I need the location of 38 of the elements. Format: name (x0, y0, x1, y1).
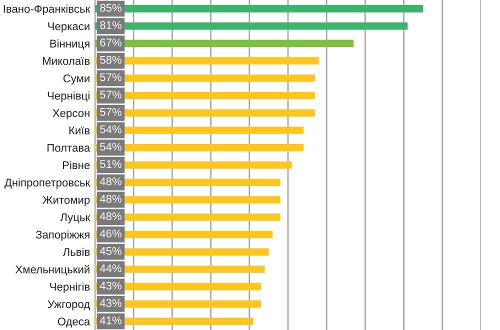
data-label: 57% (100, 108, 122, 116)
y-tick-label: Суми (63, 74, 90, 84)
data-label: 54% (100, 125, 122, 134)
data-label: 46% (100, 230, 122, 238)
data-label: 57% (100, 73, 122, 82)
data-label: 48% (100, 177, 122, 186)
y-tick-label: Львів (62, 248, 90, 256)
y-tick-label: Київ (69, 126, 90, 134)
y-tick-label: Чернігів (50, 282, 90, 293)
data-label: 43% (100, 299, 122, 307)
y-tick-label: Полтава (48, 144, 90, 152)
data-label: 43% (100, 282, 122, 290)
y-tick-label: Рівне (62, 160, 90, 170)
y-tick-label: Херсон (52, 109, 90, 120)
data-label: 57% (100, 90, 122, 99)
y-tick-label: Чернівці (48, 92, 90, 102)
data-label: 41% (100, 316, 122, 324)
data-label: 45% (100, 247, 122, 255)
y-tick-label: Миколаїв (43, 57, 90, 65)
y-tick-label: Івано-Франківськ (4, 4, 90, 16)
data-label: 44% (100, 264, 122, 272)
data-label: 81% (100, 21, 122, 30)
y-tick-label: Луцьк (60, 213, 90, 224)
y-tick-label: Хмельницький (15, 265, 90, 276)
data-label: 48% (100, 212, 122, 220)
data-label: 54% (100, 142, 122, 151)
data-label: 67% (100, 38, 122, 46)
y-tick-label: Житомир (42, 196, 90, 206)
y-tick-label: Запоріжжя (36, 230, 90, 241)
data-label: 48% (100, 194, 122, 203)
data-label: 58% (100, 56, 122, 64)
y-tick-label: Черкаси (48, 22, 90, 32)
data-label: 51% (100, 160, 122, 168)
y-tick-label: Ужгород (48, 300, 90, 310)
data-label: 85% (100, 4, 122, 12)
y-tick-label: Вінниця (50, 39, 90, 50)
y-tick-label: Одеса (58, 318, 90, 328)
y-tick-label: Дніпропетровськ (4, 178, 90, 189)
